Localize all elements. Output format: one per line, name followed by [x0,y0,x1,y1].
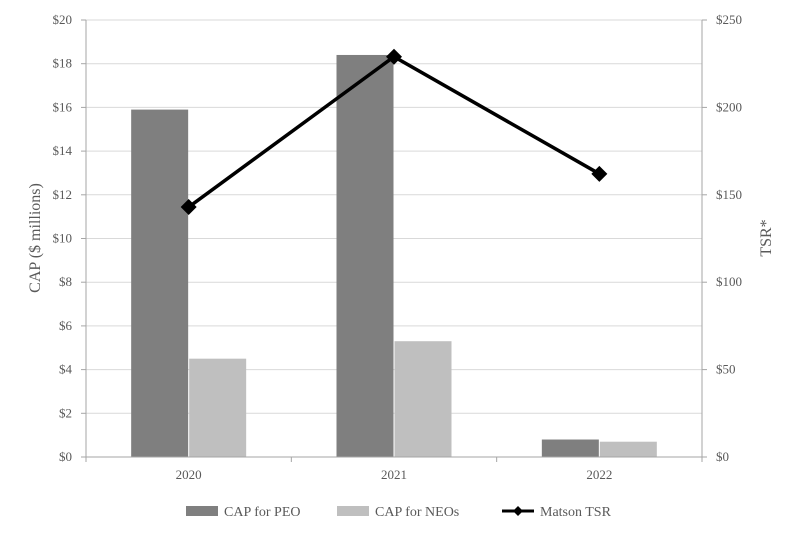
legend-marker [513,506,523,516]
axes [81,19,707,462]
bar-cap-peo-2020 [131,109,189,458]
bar-cap-peo-2022 [541,439,599,457]
right-axis-title: TSR* [758,219,775,256]
left-tick-label: $16 [53,99,73,114]
right-tick-label: $250 [716,12,742,27]
bar-cap-neos-2020 [189,358,247,457]
legend-swatch [337,506,369,516]
x-tick-label: 2020 [176,467,202,482]
right-axis-ticks: $0 $50 $100 $150 $200 $250 [716,12,742,464]
legend-label: CAP for PEO [224,505,301,520]
right-tick-label: $0 [716,449,729,464]
legend: CAP for PEO CAP for NEOs Matson TSR [186,505,612,520]
bar-cap-neos-2022 [599,441,657,457]
x-tick-label: 2022 [586,467,612,482]
left-tick-label: $0 [59,449,72,464]
left-tick-label: $2 [59,405,72,420]
left-tick-label: $20 [53,12,73,27]
left-tick-label: $6 [59,318,73,333]
left-tick-label: $12 [53,187,73,202]
bar-cap-neos-2021 [394,341,452,457]
legend-item-1: CAP for NEOs [337,505,459,520]
right-tick-label: $100 [716,274,742,289]
legend-label: Matson TSR [540,505,612,520]
bars [131,54,657,458]
legend-label: CAP for NEOs [375,505,459,520]
tsr-marker-2021 [386,48,402,65]
x-tick-label: 2021 [381,467,407,482]
left-tick-label: $8 [59,274,72,289]
right-tick-label: $200 [716,99,742,114]
left-tick-label: $10 [53,231,73,246]
legend-swatch [186,506,218,516]
legend-item-2: Matson TSR [502,505,612,520]
tsr-marker-2020 [180,199,197,216]
tsr-polyline [187,54,601,209]
left-tick-label: $4 [59,362,73,377]
left-tick-label: $18 [53,56,73,71]
tsr-marker-2022 [591,165,608,182]
left-tick-label: $14 [53,143,73,158]
right-tick-label: $150 [716,187,742,202]
bar-cap-peo-2021 [336,54,394,458]
legend-item-0: CAP for PEO [186,505,301,520]
right-tick-label: $50 [716,362,736,377]
tsr-line [180,48,608,216]
left-axis-title: CAP ($ millions) [27,183,44,293]
left-axis-ticks: $0 $2 $4 $6 $8 $10 $12 $14 $16 $18 $20 [53,12,73,464]
x-axis-ticks: 2020 2021 2022 [176,467,613,482]
